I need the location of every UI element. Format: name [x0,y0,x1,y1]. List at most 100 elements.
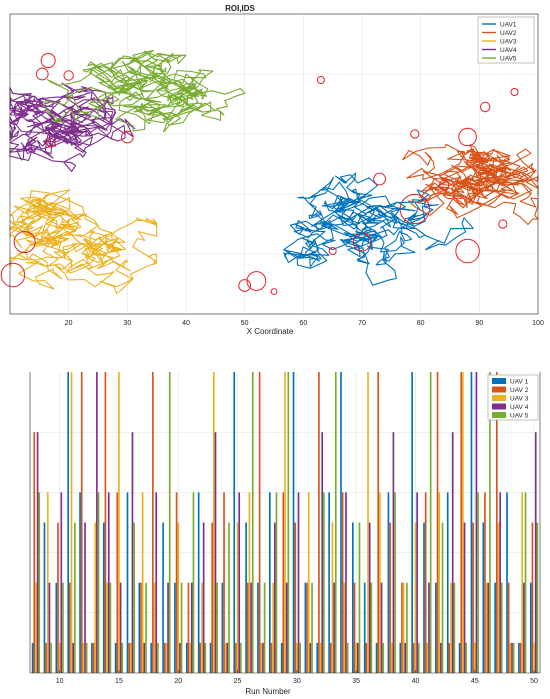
bar-uav-1 [446,492,449,673]
bar-uav-5 [192,492,195,673]
trajectory-x-tick-label: 50 [241,320,249,327]
bar-uav-2 [377,372,380,673]
bar-uav-3 [141,492,144,673]
bar-x-ticks: 10 15 20 25 30 35 40 45 50 [56,670,538,685]
bar-uav-4 [202,522,205,673]
bar-uav-1 [102,522,105,673]
roi-markers [0,52,519,295]
bar-uav-1 [470,372,473,673]
bar-uav-5 [311,582,313,673]
bar-uav-2 [448,642,451,673]
roi-circle [246,271,267,291]
bar-uav-1 [79,492,81,673]
bar-x-tick-label: 10 [56,678,64,685]
bar-x-tick-label: 25 [234,678,242,685]
bar-uav-2 [318,372,320,673]
bar-uav-5 [168,372,171,673]
bar-uav-4 [356,642,359,673]
bar-uav-2 [69,582,71,673]
bar-uav-4 [262,642,264,673]
trajectory-x-tick-label: 90 [475,320,483,327]
bar-uav-5 [489,372,491,673]
bar-legend-label: UAV 3 [510,396,529,403]
bar-uav-2 [128,642,130,673]
roi-circle [13,230,36,254]
bar-uav-1 [114,642,117,673]
bar-uav-2 [353,582,356,673]
bar-uav-5 [441,522,444,673]
bar-uav-2 [496,372,498,673]
bar-uav-2 [80,372,83,673]
bar-uav-5 [121,642,124,673]
bar-uav-3 [82,642,85,673]
bar-uav-1 [304,582,307,673]
bar-x-axis-label: Run Number [245,687,291,696]
bar-uav-1 [67,372,70,673]
bar-uav-4 [345,492,347,673]
bar-uav-1 [197,492,200,673]
trajectory-x-axis-label: X Coordinate [247,327,294,336]
bar-x-tick-label: 45 [471,678,479,685]
bar-uav-1 [162,522,164,673]
bar-uav-5 [204,642,207,673]
bar-uav-5 [228,522,230,673]
bar-legend-swatch [492,378,506,384]
bar-uav-5 [157,642,159,673]
bar-uav-4 [499,492,501,673]
bar-x-tick-label: 35 [352,678,360,685]
bar-uav-4 [475,372,478,673]
bar-uav-4 [238,492,241,673]
bar-uav-3 [224,642,227,673]
bar-uav-1 [529,582,532,673]
bar-uav-1 [91,642,93,673]
bar-uav-3 [284,372,286,673]
bar-legend-swatch [492,386,506,393]
bar-uav-2 [45,642,47,673]
bar-x-tick-label: 15 [115,678,123,685]
bar-uav-3 [189,642,191,673]
bar-uav-1 [280,642,283,673]
bar-uav-5 [180,582,183,673]
bar-uav-4 [190,582,193,673]
bar-uav-4 [214,432,217,673]
bar-uav-4 [511,642,513,673]
bar-legend-swatch [492,403,506,410]
trajectory-series-uav4 [9,82,136,172]
bar-uav-4 [119,582,122,673]
bar-uav-3 [379,492,381,673]
bar-plot-frame [29,372,541,674]
trajectory-paths [9,50,539,295]
roi-circle [35,67,49,81]
bar-uav-5 [512,642,515,673]
bar-uav-3 [462,372,464,673]
bar-uav-5 [370,582,373,673]
bar-x-tick-label: 40 [412,678,420,685]
bar-uav-4 [380,582,383,673]
bar-uav-1 [43,522,46,673]
bar-uav-3 [426,642,429,673]
bar-uav-1 [399,642,402,673]
bar-uav-3 [70,372,73,673]
bar-uav-5 [536,522,539,673]
roi-circle [480,101,491,113]
bar-uav-4 [451,432,454,673]
bar-uav-3 [248,492,251,673]
roi-circle [510,87,519,97]
bar-uav-2 [175,492,178,673]
bar-uav-5 [145,582,147,673]
bar-uav-2 [341,492,344,673]
bar-uav-1 [292,372,295,673]
roi-circle [455,238,480,264]
bar-uav-1 [506,492,508,673]
bar-uav-1 [316,642,319,673]
trajectory-legend-label: UAV4 [500,47,517,54]
trajectory-legend-label: UAV5 [500,56,517,63]
bar-uav-1 [138,582,141,673]
bar-uav-1 [518,642,520,673]
bar-uav-5 [38,492,41,673]
bar-uav-2 [460,372,463,673]
bar-uav-3 [260,642,263,673]
bar-legend-swatch [492,395,506,401]
